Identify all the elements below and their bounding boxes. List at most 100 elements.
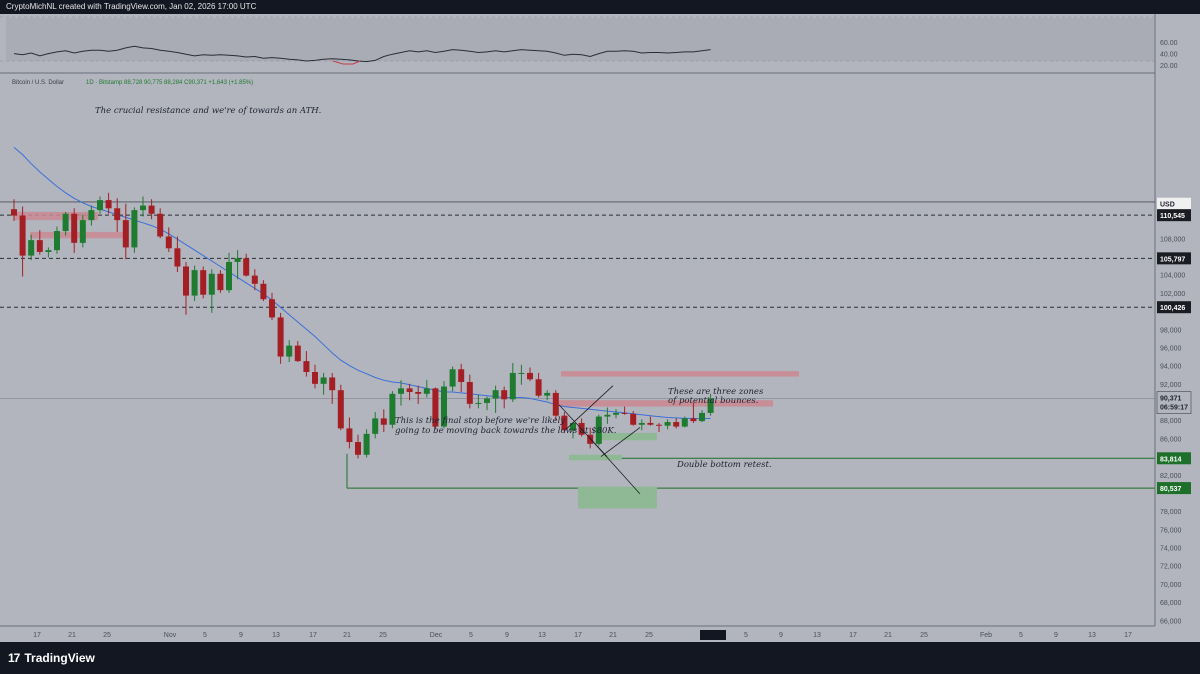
candle-body [191, 270, 198, 296]
label-105797-bg [1157, 252, 1191, 265]
price-tick: 94,000 [1160, 364, 1182, 371]
price-tick: 70,000 [1160, 582, 1182, 589]
candle-body [561, 415, 568, 431]
candle-body [449, 369, 456, 387]
annotation-zones-2: of potential bounces. [668, 396, 758, 406]
annotation-final-stop-1: This is the final stop before we're like… [395, 416, 565, 426]
price-tick: 72,000 [1160, 564, 1182, 571]
ath-zone-1 [14, 211, 98, 221]
candle-body [406, 388, 413, 393]
time-tick: 25 [379, 632, 387, 639]
candle-body [415, 392, 422, 394]
candle-body [54, 231, 60, 251]
time-tick: 21 [609, 632, 617, 639]
candle-body [423, 388, 430, 394]
candles [11, 192, 714, 459]
candle-body [226, 261, 232, 291]
candle-body [398, 388, 404, 394]
annotation-final-stop-2: going to be moving back towards the lows… [395, 426, 616, 436]
current-price-tag-bg [1156, 391, 1192, 414]
candle-body [122, 220, 129, 248]
candle-body [320, 377, 327, 384]
label-105797: 105,797 [1160, 256, 1185, 263]
time-tick: 5 [1019, 632, 1023, 639]
ma-line [13, 147, 711, 420]
candle-body [647, 422, 654, 425]
annotation-top: The crucial resistance and we're of towa… [95, 106, 321, 116]
axes: 60.0040.0020.00108,000106,000104,000102,… [0, 14, 1200, 642]
time-tick: 25 [920, 632, 928, 639]
candle-body [234, 258, 241, 262]
arrow-up-2 [600, 427, 641, 457]
candle-body [690, 418, 697, 422]
price-tick: 82,000 [1160, 473, 1182, 480]
price-tick: 102,000 [1160, 291, 1185, 298]
time-tick: 5 [744, 632, 748, 639]
countdown-label: 06:59:17 [1160, 405, 1188, 412]
candle-body [88, 210, 95, 221]
time-tick: 13 [1088, 632, 1096, 639]
candle-body [372, 418, 379, 434]
candle-body [157, 213, 164, 237]
label-110545: 110,545 [1160, 213, 1185, 220]
candle-body [286, 345, 293, 357]
rsi-oversold-segment [332, 60, 361, 65]
time-tick: 9 [505, 632, 509, 639]
price-chart[interactable]: The crucial resistance and we're of towa… [0, 14, 1200, 642]
rsi-line [13, 45, 711, 63]
price-tick: 92,000 [1160, 382, 1182, 389]
candle-body [458, 369, 465, 383]
candle-body [277, 317, 284, 357]
time-axis-bg [0, 626, 1200, 642]
time-tick: 13 [272, 632, 280, 639]
candle-body [79, 220, 86, 243]
candle-body [36, 240, 43, 252]
price-tick: 68,000 [1160, 600, 1182, 607]
candle-body [208, 273, 215, 295]
time-tick: 17 [1124, 632, 1132, 639]
candle-body [441, 386, 447, 427]
tradingview-logo[interactable]: 17 TradingView [8, 651, 95, 665]
candle-body [681, 418, 688, 427]
candle-body [587, 434, 594, 444]
candle-body [380, 418, 387, 425]
candle-body [552, 392, 559, 416]
candle-body [355, 442, 361, 455]
candle-body [251, 275, 258, 284]
candle-body [570, 422, 576, 431]
candle-body [492, 390, 499, 399]
time-tick: 25 [103, 632, 111, 639]
price-tick: 78,000 [1160, 509, 1182, 516]
candle-body [604, 414, 611, 417]
candle-body [140, 205, 146, 211]
candle-body [595, 416, 602, 444]
price-tick: 74,000 [1160, 546, 1182, 553]
candle-body [673, 422, 680, 427]
moving-average [13, 147, 711, 420]
price-tick: 96,000 [1160, 345, 1182, 352]
time-tick: 9 [1054, 632, 1058, 639]
candle-body [363, 433, 370, 455]
resistance-zone-upper [561, 371, 799, 377]
label-83814-bg [1157, 452, 1191, 465]
time-tick: 21 [884, 632, 892, 639]
candle-body [131, 210, 138, 248]
candle-body [432, 388, 439, 427]
arrow-up-1 [565, 385, 614, 430]
candle-body [217, 273, 224, 291]
candle-body [148, 205, 155, 214]
label-83814: 83,814 [1160, 456, 1182, 463]
candle-body [174, 248, 181, 267]
candle-body [699, 412, 705, 422]
candle-body [45, 250, 52, 252]
annotation-double-bottom: Double bottom retest. [676, 460, 772, 470]
tv-brand-text: TradingView [24, 651, 95, 665]
candle-body [62, 213, 69, 232]
resistance-zone-lower [557, 400, 773, 407]
time-tick: 25 [645, 632, 653, 639]
time-tick: 5 [203, 632, 207, 639]
candle-body [518, 372, 525, 374]
legend-symbol: Bitcoin / U.S. Dollar [12, 80, 64, 86]
candle-body [613, 412, 619, 415]
usd-tag-bg [1157, 197, 1191, 210]
